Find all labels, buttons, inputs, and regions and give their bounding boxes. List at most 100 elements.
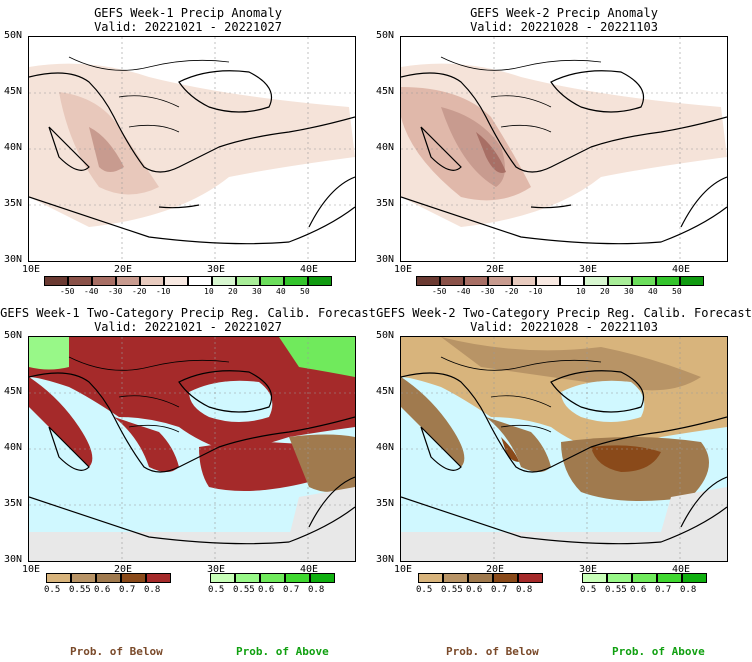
- lon-label: 10E: [394, 264, 413, 275]
- colorbar-label: -30: [480, 287, 495, 296]
- colorbar-label: 0.5: [416, 585, 433, 595]
- anomaly-map: [28, 36, 356, 262]
- colorbar-label: 0.55: [441, 585, 463, 595]
- colorbar-label: 0.55: [69, 585, 91, 595]
- colorbar-swatch: [284, 276, 308, 286]
- colorbar-swatch: [236, 276, 260, 286]
- colorbar-swatch: [607, 573, 632, 583]
- panel-week2-prob: GEFS Week-2 Two-Category Precip Reg. Cal…: [376, 300, 752, 610]
- lat-label: 35N: [4, 498, 23, 509]
- colorbar-swatch: [285, 573, 310, 583]
- lon-label: 40E: [300, 264, 319, 275]
- colorbar-label: 0.7: [491, 585, 508, 595]
- lon-label: 10E: [22, 264, 41, 275]
- below-label: Prob. of Below: [446, 645, 539, 658]
- below-colorbar: 0.5 0.55 0.6 0.7 0.8: [44, 573, 171, 595]
- lat-label: 50N: [376, 30, 395, 41]
- above-colorbar: 0.5 0.55 0.6 0.7 0.8: [580, 573, 707, 595]
- colorbar-swatch: [656, 276, 680, 286]
- colorbar-swatch: [308, 276, 332, 286]
- colorbar-swatch: [260, 573, 285, 583]
- colorbar-swatch: [464, 276, 488, 286]
- lat-label: 50N: [4, 30, 23, 41]
- colorbar-label: -20: [132, 287, 147, 296]
- colorbar-swatch: [512, 276, 536, 286]
- lat-label: 30N: [376, 554, 395, 565]
- colorbar-label: 0.6: [466, 585, 483, 595]
- colorbar-swatch: [584, 276, 608, 286]
- colorbar-label: -20: [504, 287, 519, 296]
- colorbar-label: 30: [624, 287, 634, 296]
- above-colorbar: 0.5 0.55 0.6 0.7 0.8: [208, 573, 335, 595]
- lon-label: 20E: [114, 564, 133, 575]
- colorbar-label: 30: [252, 287, 262, 296]
- colorbar-swatch: [608, 276, 632, 286]
- panel-title: GEFS Week-1 Two-Category Precip Reg. Cal…: [0, 306, 376, 320]
- colorbar-label: 0.55: [605, 585, 627, 595]
- lat-label: 45N: [4, 86, 23, 97]
- colorbar-swatch: [146, 573, 171, 583]
- lat-label: 50N: [4, 330, 23, 341]
- colorbar-swatch: [188, 276, 212, 286]
- probability-map: [28, 336, 356, 562]
- lat-label: 40N: [376, 142, 395, 153]
- lat-label: 35N: [4, 198, 23, 209]
- lat-label: 45N: [376, 86, 395, 97]
- colorbar-swatch: [493, 573, 518, 583]
- colorbar-swatch: [310, 573, 335, 583]
- panel-valid: Valid: 20221028 - 20221103: [470, 20, 658, 34]
- colorbar-label: -10: [528, 287, 543, 296]
- colorbar-label: -30: [108, 287, 123, 296]
- colorbar-label: -40: [84, 287, 99, 296]
- lat-label: 40N: [4, 142, 23, 153]
- colorbar-swatch: [116, 276, 140, 286]
- lat-label: 40N: [4, 442, 23, 453]
- anomaly-colorbar: -50 -40 -30 -20 -10 10 20 30 40 50: [416, 276, 704, 296]
- colorbar-swatch: [418, 573, 443, 583]
- lat-label: 45N: [4, 386, 23, 397]
- colorbar-swatch: [632, 276, 656, 286]
- lon-label: 20E: [114, 264, 133, 275]
- lat-label: 45N: [376, 386, 395, 397]
- colorbar-swatch: [518, 573, 543, 583]
- colorbar-label: 0.6: [94, 585, 111, 595]
- panel-valid: Valid: 20221021 - 20221027: [94, 320, 282, 334]
- below-label: Prob. of Below: [70, 645, 163, 658]
- colorbar-swatch: [536, 276, 560, 286]
- probability-map: [400, 336, 728, 562]
- colorbar-swatch: [488, 276, 512, 286]
- colorbar-swatch: [96, 573, 121, 583]
- colorbar-label: 0.5: [44, 585, 61, 595]
- colorbar-swatch: [443, 573, 468, 583]
- lat-label: 40N: [376, 442, 395, 453]
- panel-title: GEFS Week-2 Precip Anomaly: [470, 6, 658, 20]
- below-colorbar: 0.5 0.55 0.6 0.7 0.8: [416, 573, 543, 595]
- colorbar-swatch: [582, 573, 607, 583]
- colorbar-swatch: [92, 276, 116, 286]
- colorbar-label: 0.6: [630, 585, 647, 595]
- colorbar-label: 20: [228, 287, 238, 296]
- colorbar-label: 0.6: [258, 585, 275, 595]
- colorbar-label: -50: [432, 287, 447, 296]
- colorbar-label: 50: [300, 287, 310, 296]
- colorbar-swatch: [416, 276, 440, 286]
- colorbar-swatch: [260, 276, 284, 286]
- colorbar-label: 0.7: [655, 585, 672, 595]
- anomaly-map: [400, 36, 728, 262]
- lon-label: 30E: [579, 264, 598, 275]
- lon-label: 20E: [486, 264, 505, 275]
- panel-valid: Valid: 20221021 - 20221027: [94, 20, 282, 34]
- colorbar-swatch: [235, 573, 260, 583]
- colorbar-swatch: [657, 573, 682, 583]
- panel-title: GEFS Week-1 Precip Anomaly: [94, 6, 282, 20]
- colorbar-swatch: [682, 573, 707, 583]
- lat-label: 30N: [376, 254, 395, 265]
- colorbar-label: 0.7: [119, 585, 136, 595]
- lon-label: 30E: [207, 264, 226, 275]
- lon-label: 30E: [207, 564, 226, 575]
- colorbar-label: 10: [576, 287, 586, 296]
- colorbar-label: 0.5: [580, 585, 597, 595]
- lon-label: 10E: [394, 564, 413, 575]
- colorbar-swatch: [71, 573, 96, 583]
- colorbar-label: 0.55: [233, 585, 255, 595]
